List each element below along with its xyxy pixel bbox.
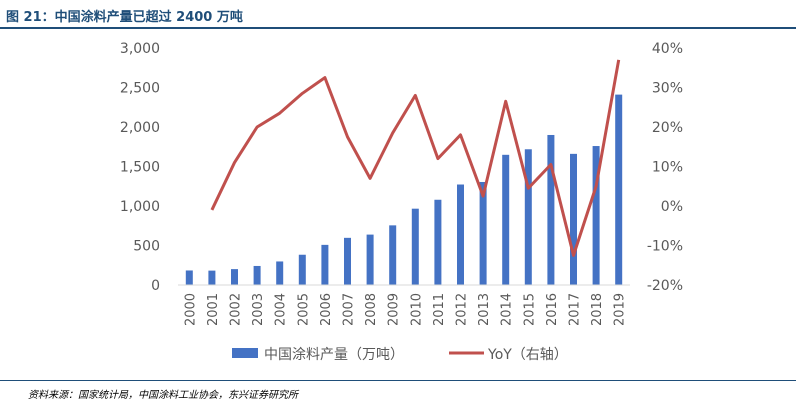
bar bbox=[479, 181, 487, 285]
bar-series bbox=[185, 94, 623, 285]
x-tick-label: 2016 bbox=[545, 293, 560, 326]
x-tick-label: 2014 bbox=[500, 293, 515, 326]
bar bbox=[366, 234, 374, 285]
chart-canvas: 0 500 1,000 1,500 2,000 2,500 3,000 -20% -10% 0%… bbox=[120, 41, 683, 363]
x-tick-label: 2008 bbox=[364, 293, 379, 326]
bar bbox=[502, 154, 510, 285]
left-axis: 0 500 1,000 1,500 2,000 2,500 3,000 bbox=[120, 41, 160, 294]
bar bbox=[411, 208, 419, 285]
x-axis: 2000 2001 2002 2003 2004 2005 2006 2007 2008 2009… bbox=[183, 293, 627, 326]
x-tick-label: 2004 bbox=[274, 293, 289, 326]
right-axis: -20% -10% 0% 10% 20% 30% 40% bbox=[647, 41, 683, 294]
legend-bar-swatch bbox=[232, 348, 258, 358]
bar bbox=[524, 149, 532, 285]
bar bbox=[321, 244, 329, 285]
legend-bar-label: 中国涂料产量（万吨） bbox=[264, 347, 404, 363]
source-note: 资料来源：国家统计局，中国涂料工业协会，东兴证券研究所 bbox=[28, 390, 298, 401]
legend: 中国涂料产量（万吨） YoY（右轴） bbox=[232, 347, 568, 363]
x-tick-label: 2011 bbox=[432, 293, 447, 326]
yoy-line-series bbox=[210, 59, 621, 257]
x-tick-label: 2012 bbox=[455, 293, 470, 326]
x-tick-label: 2019 bbox=[613, 293, 628, 326]
bar bbox=[344, 237, 351, 285]
bar bbox=[592, 146, 600, 285]
bar bbox=[389, 225, 397, 285]
x-tick-label: 2015 bbox=[522, 293, 537, 326]
x-tick-label: 2010 bbox=[409, 293, 424, 326]
bar bbox=[570, 153, 577, 285]
x-tick-label: 2018 bbox=[590, 293, 605, 326]
left-tick-label: 1,500 bbox=[120, 160, 160, 176]
figure-title: 图 21：中国涂料产量已超过 2400 万吨 bbox=[6, 10, 243, 25]
right-tick-label: -20% bbox=[647, 278, 683, 294]
x-tick-label: 2017 bbox=[568, 293, 583, 326]
x-tick-label: 2013 bbox=[477, 293, 492, 326]
x-tick-label: 2006 bbox=[319, 293, 334, 326]
right-tick-label: 10% bbox=[652, 160, 683, 176]
left-tick-label: 0 bbox=[151, 278, 160, 294]
bar bbox=[547, 134, 555, 285]
source-divider bbox=[0, 380, 796, 381]
x-tick-label: 2007 bbox=[342, 293, 357, 326]
left-tick-label: 3,000 bbox=[120, 41, 160, 57]
bar bbox=[276, 261, 284, 285]
bar bbox=[231, 269, 238, 285]
x-tick-label: 2003 bbox=[251, 293, 266, 326]
right-tick-label: -10% bbox=[647, 239, 683, 255]
bar bbox=[298, 254, 306, 285]
left-tick-label: 500 bbox=[133, 239, 160, 255]
left-tick-label: 2,500 bbox=[120, 81, 160, 97]
title-divider bbox=[0, 27, 796, 29]
x-tick-label: 2009 bbox=[387, 293, 402, 326]
right-tick-label: 30% bbox=[652, 81, 683, 97]
x-tick-label: 2000 bbox=[183, 293, 198, 326]
x-tick-label: 2002 bbox=[229, 293, 244, 326]
legend-line-label: YoY（右轴） bbox=[487, 347, 568, 363]
bar bbox=[615, 94, 623, 285]
left-tick-label: 1,000 bbox=[120, 199, 160, 215]
left-tick-label: 2,000 bbox=[120, 120, 160, 136]
bar bbox=[185, 270, 193, 285]
bar bbox=[457, 184, 464, 285]
right-tick-label: 20% bbox=[652, 120, 683, 136]
right-tick-label: 40% bbox=[652, 41, 683, 57]
right-tick-label: 0% bbox=[661, 199, 683, 215]
x-tick-label: 2005 bbox=[296, 293, 311, 326]
x-tick-label: 2001 bbox=[206, 293, 221, 326]
bar bbox=[434, 199, 442, 285]
bar bbox=[253, 265, 261, 285]
bar bbox=[208, 270, 216, 285]
